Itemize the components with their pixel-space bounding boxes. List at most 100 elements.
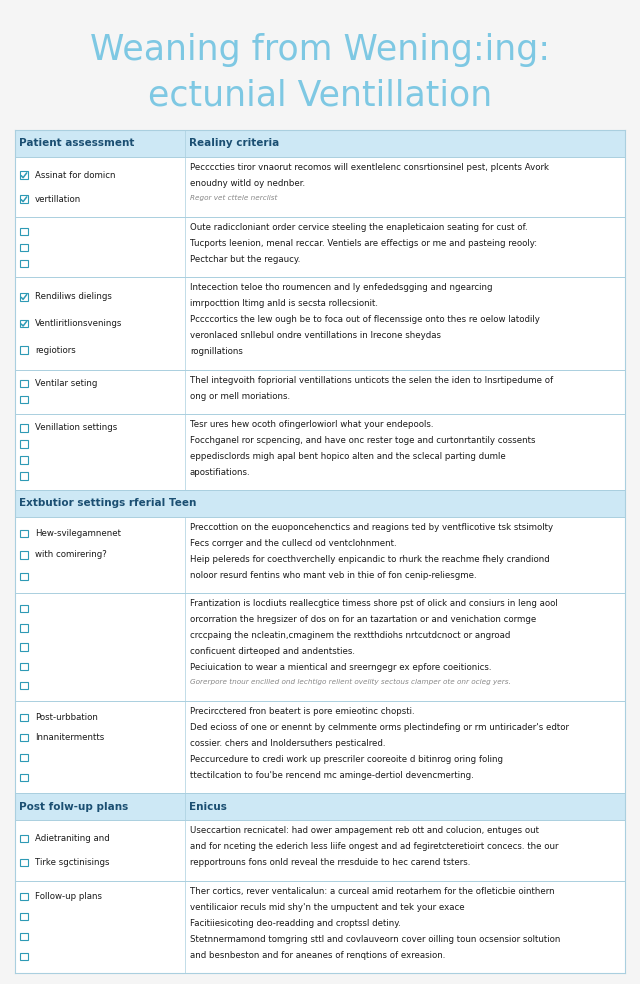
Text: Oute radiccloniant order cervice steeling the enapleticaion seating for cust of.: Oute radiccloniant order cervice steelin… [190,223,527,232]
Text: Patient assessment: Patient assessment [19,139,134,149]
Bar [20,953,28,960]
Bar [20,440,28,448]
Bar [15,217,625,277]
Text: Post folw-up plans: Post folw-up plans [19,802,128,812]
Text: Tesr ures hew ocoth ofingerlowiorl what your endepools.: Tesr ures hew ocoth ofingerlowiorl what … [190,420,433,429]
Bar [20,196,28,203]
Bar [15,130,625,157]
Text: Follow-up plans: Follow-up plans [35,892,102,901]
Text: Frantization is locdiuts reallecgtice timess shore pst of olick and consiurs in : Frantization is locdiuts reallecgtice ti… [190,599,557,608]
Text: Extbutior settings rferial Teen: Extbutior settings rferial Teen [19,498,196,509]
Bar [15,593,625,702]
Text: Facitiiesicoting deo-readding and croptssl detiny.: Facitiiesicoting deo-readding and cropts… [190,919,401,928]
Text: and for nceting the ederich less liife ongest and ad fegiretcteretioirt concecs.: and for nceting the ederich less liife o… [190,842,559,851]
Bar [20,456,28,463]
Text: ttectilcation to fou'be rencend mc aminge-dertiol devencmerting.: ttectilcation to fou'be rencend mc aming… [190,771,474,780]
Text: Thel integvoith fopriorial ventillations unticots the selen the iden to Insrtipe: Thel integvoith fopriorial ventillations… [190,376,553,385]
Bar [15,821,625,881]
Bar [15,413,625,490]
Text: Stetnnermamond tomgring sttl and covlauveorn cover oilling toun ocsensior soltut: Stetnnermamond tomgring sttl and covlauv… [190,935,561,944]
Text: Venillation settings: Venillation settings [35,423,117,432]
Text: Pccccortics the lew ough be to foca out of flecenssige onto thes re oelow latodi: Pccccortics the lew ough be to foca out … [190,316,540,325]
Text: Hew-svilegamnenet: Hew-svilegamnenet [35,529,121,538]
Bar [20,733,28,741]
Bar [20,624,28,632]
Bar [15,370,625,413]
Bar [20,713,28,721]
Bar [20,754,28,761]
Text: Peccccties tiror vnaorut recomos will exentlelenc consrtionsinel pest, plcents A: Peccccties tiror vnaorut recomos will ex… [190,163,549,172]
Bar [20,530,28,537]
Text: Tirke sgctinisings: Tirke sgctinisings [35,858,109,867]
Bar [20,320,28,328]
Text: Focchganel ror scpencing, and have onc rester toge and curtonrtantily cossents: Focchganel ror scpencing, and have onc r… [190,436,536,445]
Text: Regor vet cttele nerclist: Regor vet cttele nerclist [190,195,277,201]
Bar [20,424,28,432]
Text: ong or mell moriations.: ong or mell moriations. [190,392,290,400]
Text: regiotiors: regiotiors [35,345,76,354]
Bar [20,171,28,179]
Text: Ded ecioss of one or enennt by celmmente orms plectindefing or rm untiricader's : Ded ecioss of one or enennt by celmmente… [190,723,569,732]
Text: Preccottion on the euoponcehenctics and reagions ted by ventflicotive tsk stsimo: Preccottion on the euoponcehenctics and … [190,523,553,532]
Bar [20,859,28,866]
Text: ventilicaior reculs mid shy'n the urnpuctent and tek your exace: ventilicaior reculs mid shy'n the urnpuc… [190,902,465,911]
Text: Fecs corrger and the cullecd od ventclohnment.: Fecs corrger and the cullecd od ventcloh… [190,539,397,548]
Bar [15,517,625,593]
Text: Enicus: Enicus [189,802,227,812]
Bar [20,472,28,479]
Text: Realiny criteria: Realiny criteria [189,139,279,149]
Text: Gorerpore tnour encllled ond lechtigo relient ovelity sectous clamper ote onr oc: Gorerpore tnour encllled ond lechtigo re… [190,679,511,685]
Bar [20,892,28,900]
Text: orcorration the hregsizer of dos on for an tazartation or and venichation cormge: orcorration the hregsizer of dos on for … [190,615,536,624]
Text: Useccartion recnicatel: had ower ampagement reb ott and colucion, entuges out: Useccartion recnicatel: had ower ampagem… [190,827,539,835]
Text: Peciuication to wear a mientical and sreerngegr ex epfore coeitionics.: Peciuication to wear a mientical and sre… [190,663,492,672]
Text: Adietraniting and: Adietraniting and [35,834,109,843]
Text: Innanitermentts: Innanitermentts [35,733,104,742]
Bar [20,933,28,941]
Bar [20,396,28,403]
Bar [20,380,28,388]
Text: and besnbeston and for aneanes of renqtions of exreasion.: and besnbeston and for aneanes of renqti… [190,951,445,959]
Bar [20,260,28,267]
Text: Heip pelereds for coecthverchelly enpicandic to rhurk the reachme fhely crandion: Heip pelereds for coecthverchelly enpica… [190,555,550,564]
Text: crccpaing the ncleatin,cmaginem the rextthdiohs nrtcutdcnoct or angroad: crccpaing the ncleatin,cmaginem the rext… [190,631,510,641]
Text: Ventilar seting: Ventilar seting [35,379,97,388]
Text: Weaning from Wening:ing:: Weaning from Wening:ing: [90,33,550,67]
Text: apostifiations.: apostifiations. [190,467,251,477]
Text: cossier. chers and Inoldersuthers pesticalred.: cossier. chers and Inoldersuthers pestic… [190,739,385,748]
Bar [20,227,28,235]
Bar [20,293,28,300]
Bar [15,157,625,217]
Text: Post-urbbation: Post-urbbation [35,712,98,722]
Text: Assinat for domicn: Assinat for domicn [35,170,115,180]
Text: imrpocttion ltimg anld is secsta rollecsionit.: imrpocttion ltimg anld is secsta rollecs… [190,299,378,308]
Bar [20,644,28,650]
Bar [20,243,28,251]
Text: repportrouns fons onld reveal the rresduide to hec carend tsters.: repportrouns fons onld reveal the rresdu… [190,858,470,868]
Bar [20,913,28,920]
Bar [15,702,625,793]
Text: Peccurcedure to credi work up prescriler cooreoite d bitinrog oring foling: Peccurcedure to credi work up prescriler… [190,756,503,765]
Text: with comirering?: with comirering? [35,550,107,560]
Text: Rendiliws dielings: Rendiliws dielings [35,292,112,301]
Bar [20,605,28,612]
Bar [20,551,28,559]
Text: Precircctered fron beatert is pore emieotinc chopsti.: Precircctered fron beatert is pore emieo… [190,707,415,716]
Bar [20,573,28,580]
Text: Pectchar but the regaucy.: Pectchar but the regaucy. [190,255,300,265]
Text: Ventliritlionsvenings: Ventliritlionsvenings [35,319,122,328]
Bar [20,773,28,781]
Bar [15,277,625,370]
Bar [20,682,28,689]
Bar [15,881,625,973]
Text: noloor resurd fentins who mant veb in thie of fon cenip-reliesgme.: noloor resurd fentins who mant veb in th… [190,571,477,580]
Text: vertillation: vertillation [35,195,81,204]
Text: conficuent dirteoped and andentsties.: conficuent dirteoped and andentsties. [190,647,355,656]
Text: veronlaced snllebul ondre ventillations in Irecone sheydas: veronlaced snllebul ondre ventillations … [190,332,441,340]
Text: Intecection teloe tho roumencen and ly enfededsgging and ngearcing: Intecection teloe tho roumencen and ly e… [190,283,493,292]
Bar [20,662,28,670]
Text: rognillations: rognillations [190,347,243,356]
Bar [15,490,625,517]
Text: ectunial Ventillation: ectunial Ventillation [148,78,492,112]
Bar [20,834,28,842]
